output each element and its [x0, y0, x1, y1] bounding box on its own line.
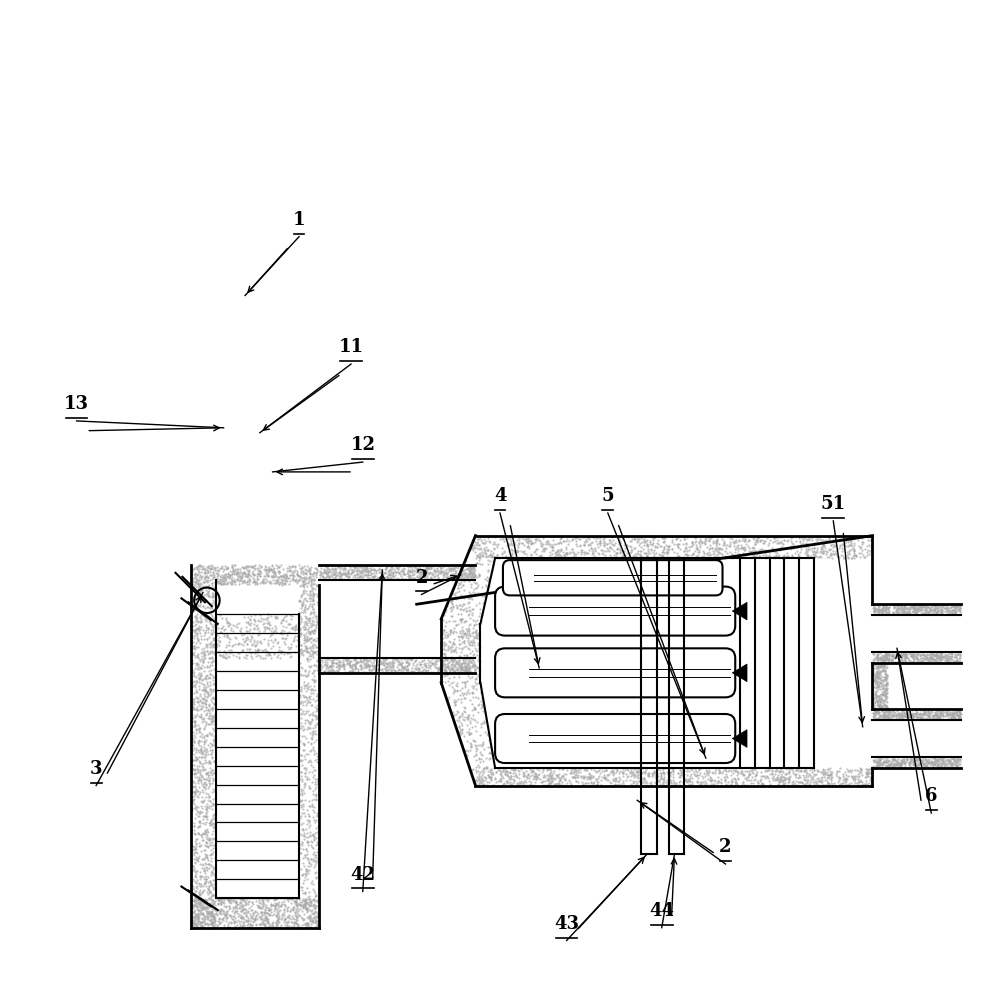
Text: 3: 3 [90, 760, 102, 778]
FancyBboxPatch shape [495, 649, 735, 697]
FancyBboxPatch shape [495, 714, 735, 763]
FancyBboxPatch shape [495, 587, 735, 636]
Text: 6: 6 [925, 787, 938, 805]
Text: 11: 11 [339, 338, 364, 356]
Text: 51: 51 [821, 495, 846, 513]
Text: 2: 2 [719, 838, 732, 856]
Polygon shape [732, 729, 747, 747]
FancyBboxPatch shape [503, 560, 723, 596]
Text: 12: 12 [350, 436, 375, 454]
Text: 5: 5 [602, 488, 614, 505]
Polygon shape [732, 603, 747, 620]
Text: 2: 2 [415, 568, 428, 587]
Text: 1: 1 [293, 210, 305, 229]
Text: 44: 44 [649, 901, 674, 920]
Text: 42: 42 [350, 866, 375, 884]
Text: 13: 13 [64, 395, 89, 413]
Polygon shape [732, 665, 747, 681]
Text: 4: 4 [494, 488, 506, 505]
Text: 43: 43 [554, 914, 579, 933]
